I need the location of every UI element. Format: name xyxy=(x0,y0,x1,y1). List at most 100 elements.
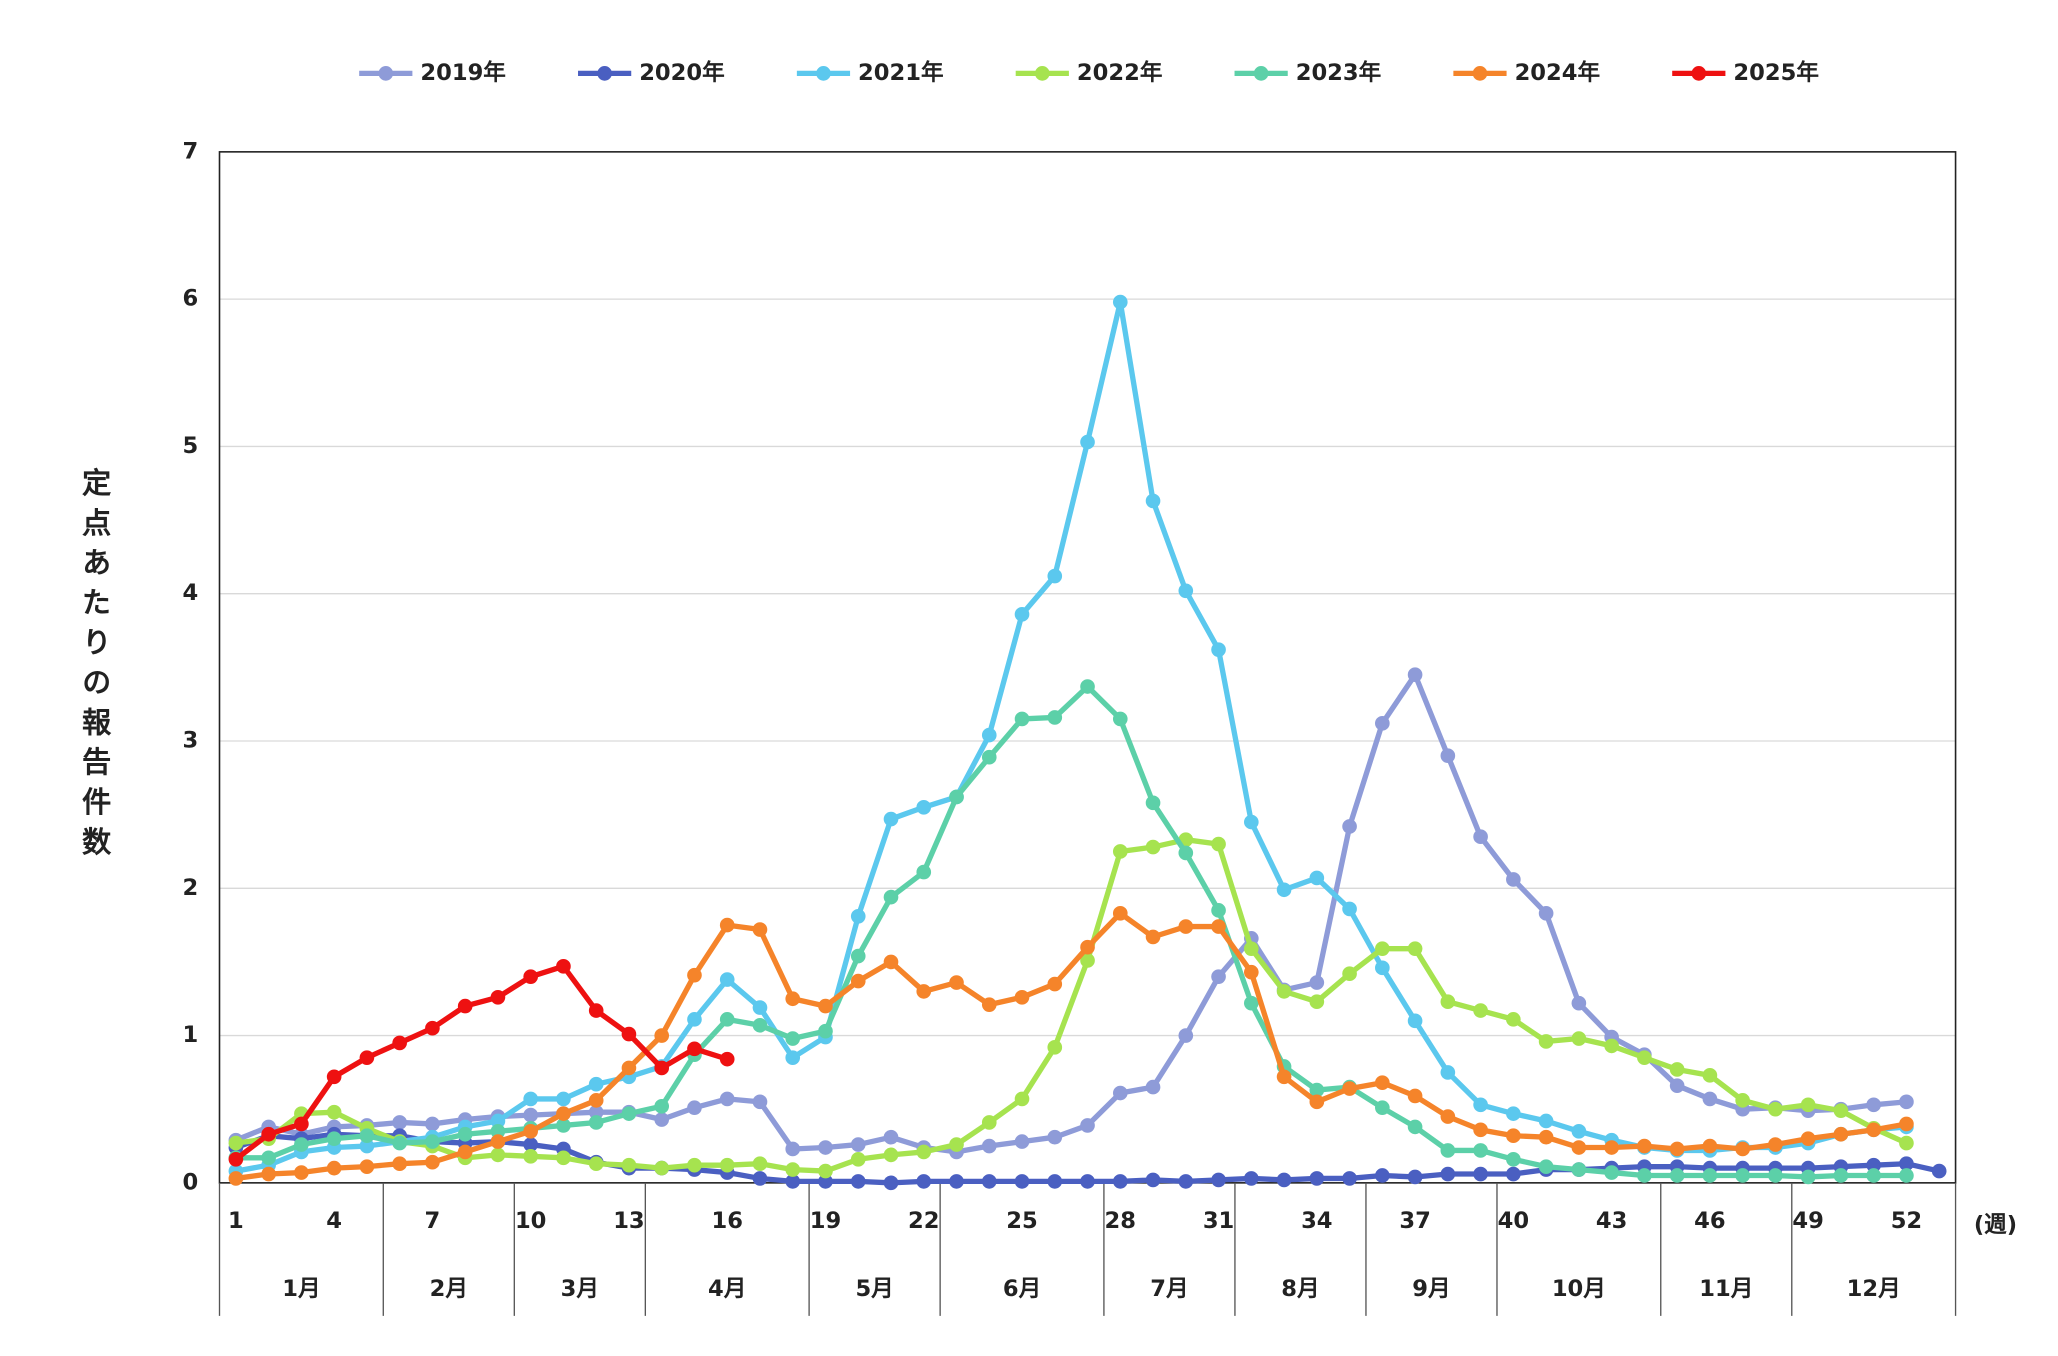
series-marker xyxy=(687,1157,702,1173)
series-marker xyxy=(1637,1138,1652,1154)
series-marker xyxy=(785,991,801,1007)
series-marker xyxy=(949,1137,964,1152)
series-marker xyxy=(1211,903,1226,918)
series-marker xyxy=(1506,1128,1521,1144)
series-marker xyxy=(1735,1141,1750,1157)
month-label: 5月 xyxy=(855,1276,893,1302)
series-marker xyxy=(490,989,506,1005)
series-marker xyxy=(883,954,899,970)
series-marker xyxy=(1080,1174,1095,1189)
series-marker xyxy=(1342,1081,1357,1096)
series-marker xyxy=(1637,1050,1652,1065)
legend-marker xyxy=(1253,66,1269,81)
series-marker xyxy=(1178,845,1194,861)
series-marker xyxy=(1375,1075,1390,1091)
series-marker xyxy=(556,1091,571,1107)
series-marker xyxy=(556,1150,571,1166)
series-marker xyxy=(1243,995,1259,1011)
month-label: 4月 xyxy=(708,1276,746,1302)
series-marker xyxy=(850,948,866,964)
series-marker xyxy=(981,997,997,1012)
series-marker xyxy=(1899,1135,1914,1151)
series-marker xyxy=(818,1174,833,1189)
legend-label: 2020年 xyxy=(639,59,725,86)
series-marker xyxy=(523,1137,539,1152)
series-marker xyxy=(1702,1091,1718,1107)
series-marker xyxy=(457,998,473,1014)
series-marker xyxy=(1440,1065,1456,1080)
series-marker xyxy=(1506,1012,1521,1027)
series-marker xyxy=(785,1031,801,1046)
legend-label: 2023年 xyxy=(1296,59,1382,86)
series-marker xyxy=(1473,1097,1488,1113)
series-marker xyxy=(1669,1078,1685,1093)
series-marker xyxy=(1768,1137,1783,1152)
y-tick-label: 5 xyxy=(182,433,198,459)
series-line xyxy=(234,963,729,1162)
series-marker xyxy=(1571,1162,1587,1177)
series-marker xyxy=(654,1028,670,1043)
month-label: 12月 xyxy=(1847,1276,1901,1302)
series-marker xyxy=(1309,1171,1325,1186)
series-marker xyxy=(981,727,997,743)
series-marker xyxy=(1506,872,1521,887)
month-label: 1月 xyxy=(282,1276,320,1302)
series-marker xyxy=(1112,711,1128,727)
series-marker xyxy=(1145,1079,1161,1095)
series-marker xyxy=(588,1115,604,1130)
series-marker xyxy=(588,1076,604,1092)
series-marker xyxy=(752,1000,768,1015)
series-marker xyxy=(1276,984,1292,999)
x-tick-label: 40 xyxy=(1498,1208,1529,1234)
series-marker xyxy=(687,1041,702,1057)
legend-label: 2021年 xyxy=(858,59,944,86)
series-marker xyxy=(556,1106,571,1121)
series-marker xyxy=(1571,1140,1587,1155)
series-line xyxy=(234,672,1907,1155)
series-marker xyxy=(1669,1168,1685,1183)
series-marker xyxy=(1899,1094,1914,1110)
series-marker xyxy=(1735,1168,1750,1183)
series-marker xyxy=(1800,1097,1816,1113)
series-marker xyxy=(425,1116,440,1132)
series-marker xyxy=(1440,994,1456,1010)
series-marker xyxy=(392,1135,407,1151)
series-marker xyxy=(1473,1166,1488,1182)
y-tick-label: 7 xyxy=(182,138,198,164)
series-marker xyxy=(1342,819,1357,834)
series-marker xyxy=(1047,976,1063,992)
series-marker xyxy=(818,998,833,1014)
series-marker xyxy=(1342,901,1357,917)
series-marker xyxy=(654,1098,670,1114)
series-marker xyxy=(850,1151,866,1167)
series-marker xyxy=(850,973,866,989)
series-marker xyxy=(687,1012,702,1027)
legend-marker xyxy=(378,66,394,81)
series-marker xyxy=(621,1106,637,1121)
series-marker xyxy=(523,1123,539,1139)
series-marker xyxy=(326,1104,342,1120)
x-axis-unit: (週) xyxy=(1974,1212,2017,1238)
x-tick-label: 4 xyxy=(326,1208,342,1234)
series-marker xyxy=(457,1144,473,1160)
series-marker xyxy=(490,1147,506,1163)
series-marker xyxy=(425,1020,440,1036)
series-marker xyxy=(1014,1134,1030,1149)
series-marker xyxy=(785,1141,801,1157)
series-marker xyxy=(1440,1143,1456,1158)
series-marker xyxy=(359,1050,375,1065)
series-marker xyxy=(523,969,539,984)
series-marker xyxy=(1112,844,1128,859)
series-marker xyxy=(326,1131,342,1146)
series-marker xyxy=(294,1165,309,1180)
series-marker xyxy=(1211,1172,1226,1188)
series-marker xyxy=(1407,1169,1423,1185)
series-marker xyxy=(1604,1165,1619,1180)
series-marker xyxy=(916,799,932,815)
series-marker xyxy=(1702,1068,1718,1083)
series-marker xyxy=(1080,939,1095,955)
series-marker xyxy=(1571,1031,1587,1046)
series-marker xyxy=(1866,1157,1881,1173)
